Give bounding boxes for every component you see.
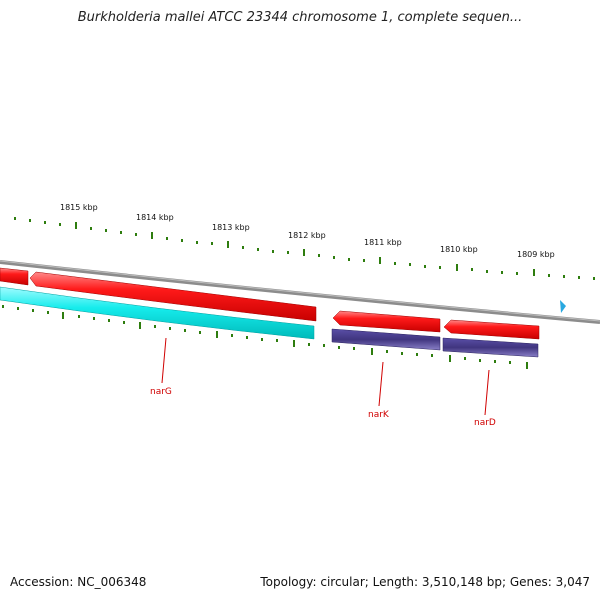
upper-tick-ruler: 1815 kbp 1814 kbp 1813 kbp 1812 kbp 1811… [14, 203, 595, 280]
gene-labels: narG narK narD [150, 337, 496, 428]
reverse-cds-bar[interactable] [0, 286, 315, 340]
gene-label-leader [161, 337, 167, 384]
ruler-label: 1809 kbp [517, 250, 555, 259]
reverse-cds-features[interactable] [0, 286, 539, 358]
forward-cds-features[interactable] [0, 267, 540, 340]
forward-cds-arrow[interactable] [332, 310, 441, 333]
ruler-label: 1814 kbp [136, 213, 174, 222]
accession-text: Accession: NC_006348 [10, 575, 147, 589]
reverse-cds-bar[interactable] [331, 328, 441, 351]
ruler-label: 1811 kbp [364, 238, 402, 247]
gene-label-narK[interactable]: narK [368, 410, 390, 420]
ruler-label: 1815 kbp [60, 203, 98, 212]
sequence-backbone [0, 260, 600, 324]
forward-cds-arrow[interactable] [29, 271, 317, 322]
reverse-cds-bar[interactable] [442, 337, 539, 358]
gene-label-leader [484, 369, 490, 416]
topology-summary: Topology: circular; Length: 3,510,148 bp… [260, 575, 590, 589]
ruler-label: 1813 kbp [212, 223, 250, 232]
forward-cds-arrow[interactable] [0, 267, 29, 286]
forward-cds-arrow[interactable] [443, 319, 540, 340]
lower-tick-ruler [2, 305, 528, 369]
ruler-label: 1812 kbp [288, 231, 326, 240]
blue-marker[interactable] [560, 300, 566, 313]
gene-label-narG[interactable]: narG [150, 387, 172, 397]
map-title: Burkholderia mallei ATCC 23344 chromosom… [77, 10, 523, 25]
gene-label-narD[interactable]: narD [474, 418, 496, 428]
gene-label-leader [378, 361, 384, 407]
ruler-label: 1810 kbp [440, 245, 478, 254]
